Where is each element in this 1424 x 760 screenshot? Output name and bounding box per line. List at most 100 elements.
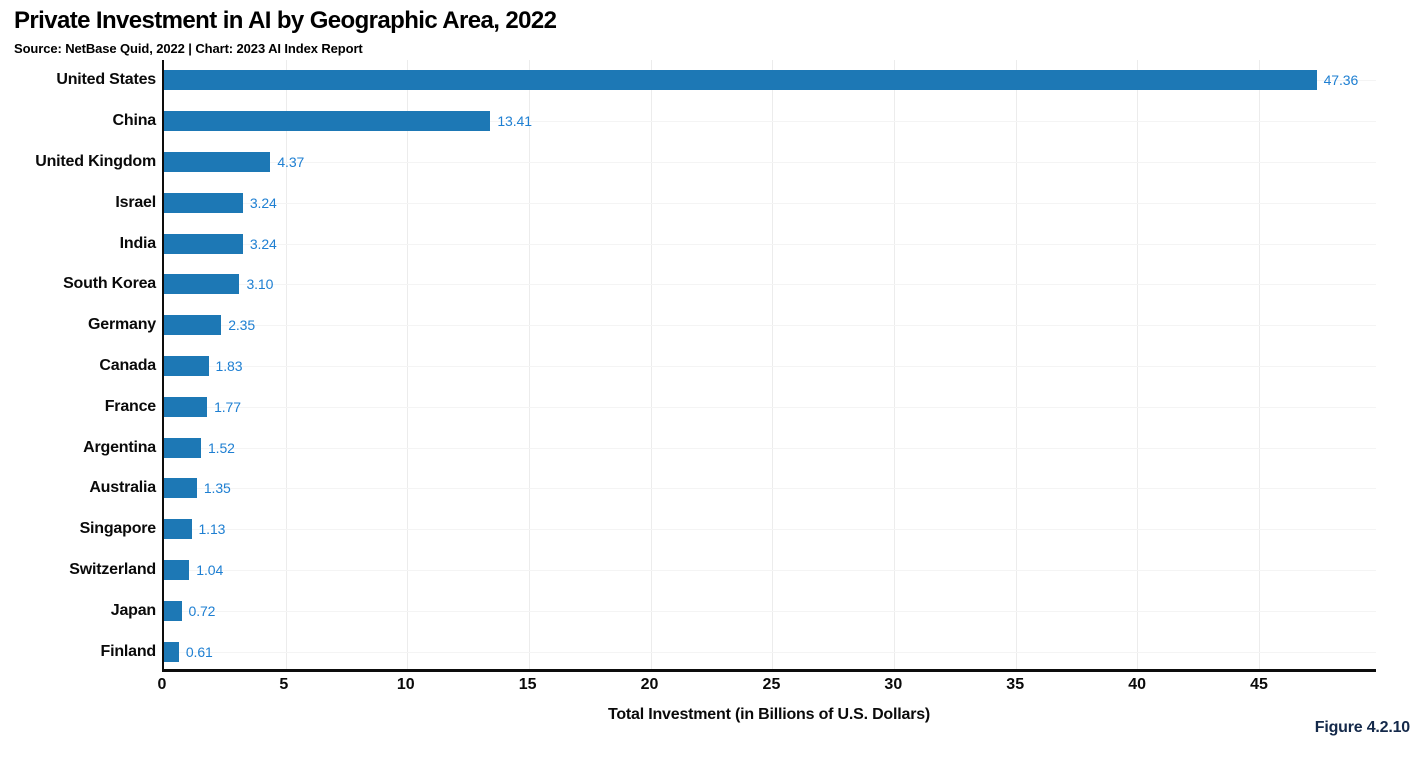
horizontal-gridline xyxy=(164,406,1376,408)
bar-row: 0.72 xyxy=(164,600,1376,621)
bar xyxy=(164,192,243,213)
x-tick-label: 35 xyxy=(1006,676,1025,693)
bar xyxy=(164,152,271,172)
x-tick-label: 25 xyxy=(762,676,781,693)
bar xyxy=(164,233,243,254)
chart-source: Source: NetBase Quid, 2022 | Chart: 2023… xyxy=(14,41,363,56)
plot-area: 47.36 13.41 4.37 3.24 3.24 3.10 2.35 1.83 1.77 1.… xyxy=(162,60,1376,672)
value-label: 3.24 xyxy=(249,194,277,211)
bar xyxy=(164,315,222,336)
vertical-gridline xyxy=(650,60,652,669)
value-label: 0.61 xyxy=(185,643,213,660)
bar xyxy=(164,560,190,580)
value-label: 3.24 xyxy=(249,235,277,252)
category-label: Japan xyxy=(110,601,156,619)
value-label: 1.04 xyxy=(196,562,224,578)
category-label: Argentina xyxy=(83,438,156,456)
bar-row: 3.24 xyxy=(164,233,1376,254)
bar-row: 1.83 xyxy=(164,356,1376,376)
value-label: 13.41 xyxy=(497,113,532,130)
bar xyxy=(164,600,182,621)
vertical-gridline xyxy=(1259,60,1261,669)
vertical-gridline xyxy=(285,60,287,669)
horizontal-gridline xyxy=(164,610,1376,612)
category-label: Israel xyxy=(115,193,156,211)
value-label: 1.35 xyxy=(203,480,231,497)
bar xyxy=(164,437,201,458)
bar xyxy=(164,396,208,417)
horizontal-gridline xyxy=(164,243,1376,245)
x-tick-label: 20 xyxy=(640,676,659,693)
category-label: Canada xyxy=(99,356,156,374)
bar xyxy=(164,70,1317,91)
bar xyxy=(164,274,240,295)
x-tick-label: 30 xyxy=(884,676,903,693)
horizontal-gridline xyxy=(164,284,1376,286)
horizontal-gridline xyxy=(164,570,1376,571)
category-label: United States xyxy=(56,71,156,89)
x-axis-ticks: 0 5 10 15 20 25 30 35 40 45 xyxy=(158,676,1376,698)
horizontal-gridline xyxy=(164,447,1376,449)
category-label: Australia xyxy=(89,479,156,497)
x-tick-label: 45 xyxy=(1250,676,1268,693)
category-label: Germany xyxy=(88,316,156,334)
horizontal-gridline xyxy=(164,366,1376,367)
horizontal-gridline xyxy=(164,325,1376,327)
value-label: 2.35 xyxy=(228,317,256,334)
category-label: China xyxy=(112,112,157,130)
value-label: 3.10 xyxy=(246,276,274,293)
x-tick-label: 15 xyxy=(518,676,537,693)
x-tick-label: 0 xyxy=(157,676,167,693)
bar-row: 1.13 xyxy=(164,519,1376,540)
vertical-gridline xyxy=(529,60,531,669)
category-label: France xyxy=(104,397,156,415)
bar-row: 1.04 xyxy=(164,560,1376,580)
bar-row: 0.61 xyxy=(164,641,1376,662)
x-tick-label: 5 xyxy=(279,676,289,693)
figure-number: Figure 4.2.10 xyxy=(1314,719,1410,736)
horizontal-gridline xyxy=(164,162,1376,163)
bar xyxy=(164,478,197,499)
bar xyxy=(164,641,179,662)
bar xyxy=(164,519,192,540)
x-tick-label: 40 xyxy=(1128,676,1146,693)
value-label: 1.13 xyxy=(198,521,226,538)
horizontal-gridline xyxy=(164,651,1376,653)
category-label: Finland xyxy=(100,642,157,660)
vertical-gridline xyxy=(1137,60,1139,669)
bar-row: 3.10 xyxy=(164,274,1376,295)
bar-row: 47.36 xyxy=(164,70,1376,91)
value-label: 1.83 xyxy=(215,358,243,374)
bar-row: 1.35 xyxy=(164,478,1376,499)
value-label: 47.36 xyxy=(1323,72,1359,89)
category-label: United Kingdom xyxy=(35,152,156,170)
category-label: Singapore xyxy=(79,520,157,538)
value-label: 1.77 xyxy=(214,398,241,415)
value-label: 0.72 xyxy=(188,602,216,619)
bar-row: 4.37 xyxy=(164,152,1376,172)
bar-row: 2.35 xyxy=(164,315,1376,336)
bar-chart: United States China United Kingdom Israel In… xyxy=(0,60,1424,672)
vertical-gridline xyxy=(1015,60,1017,669)
horizontal-gridline xyxy=(164,529,1376,531)
x-axis-label: Total Investment (in Billions of U.S. Do… xyxy=(607,706,931,723)
bar-row: 3.24 xyxy=(164,192,1376,213)
bar-row: 13.41 xyxy=(164,111,1376,132)
category-label: Switzerland xyxy=(69,560,156,578)
vertical-gridline xyxy=(894,60,896,669)
bar-row: 1.77 xyxy=(164,396,1376,417)
category-label: India xyxy=(119,234,157,252)
value-label: 4.37 xyxy=(277,154,305,170)
category-labels: United States China United Kingdom Israel In… xyxy=(0,60,156,672)
bar-row: 1.52 xyxy=(164,437,1376,458)
chart-title: Private Investment in AI by Geographic A… xyxy=(14,7,557,34)
vertical-gridline xyxy=(407,60,409,669)
bar xyxy=(164,356,209,376)
horizontal-gridline xyxy=(164,488,1376,490)
x-tick-label: 10 xyxy=(396,676,415,693)
vertical-gridline xyxy=(772,60,774,669)
category-label: South Korea xyxy=(63,275,156,293)
horizontal-gridline xyxy=(164,121,1376,123)
bar xyxy=(164,111,491,132)
